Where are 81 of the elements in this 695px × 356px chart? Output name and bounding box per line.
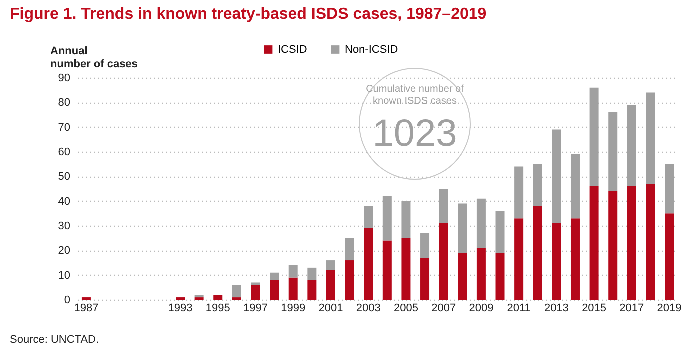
bar (251, 285, 260, 300)
bar (646, 92, 656, 184)
bar (458, 253, 468, 300)
bar (665, 214, 674, 300)
bar (458, 204, 468, 254)
bar (533, 164, 542, 206)
bar (214, 295, 223, 300)
bar (194, 295, 204, 298)
bar (232, 285, 242, 298)
x-tick-label: 1993 (168, 302, 193, 314)
x-tick-label: 1987 (74, 302, 99, 314)
x-tick-label: 1999 (281, 302, 306, 314)
bar (364, 228, 374, 300)
bar (308, 268, 317, 280)
bar (665, 164, 674, 214)
annotation: Cumulative number of known ISDS cases (365, 84, 465, 108)
bar (345, 260, 354, 300)
legend-label: ICSID (278, 44, 308, 56)
bar (288, 278, 298, 300)
x-tick-label: 1995 (206, 302, 230, 314)
bar (552, 130, 562, 224)
bar (326, 260, 336, 270)
y-tick-label: 20 (58, 245, 70, 258)
x-tick-label: 2003 (356, 302, 381, 314)
y-tick-label: 30 (58, 220, 70, 232)
x-tick-label: 2011 (507, 302, 531, 314)
bar (288, 265, 298, 278)
bar (420, 258, 430, 300)
x-tick-label: 2015 (582, 302, 607, 314)
bar (270, 272, 280, 280)
bar (608, 112, 618, 192)
y-axis-title: Annual number of cases (50, 46, 138, 70)
x-tick-label: 2007 (432, 302, 456, 314)
y-tick-label: 0 (64, 294, 70, 306)
bar (251, 282, 260, 286)
bar (420, 233, 430, 258)
bar (646, 184, 656, 300)
bar (496, 211, 505, 254)
chart-title: Figure 1. Trends in known treaty-based ISDS cases, 1987–2019 (10, 6, 487, 23)
y-tick-label: 10 (58, 270, 70, 282)
x-tick-label: 2017 (620, 302, 644, 314)
x-tick-label: 2005 (394, 302, 418, 314)
bar (326, 270, 336, 300)
source-note: Source: UNCTAD. (10, 334, 100, 346)
bar (308, 280, 317, 300)
bar (570, 218, 580, 300)
y-tick-label: 90 (58, 72, 70, 84)
bar (476, 248, 486, 300)
x-tick-label: 2013 (544, 302, 569, 314)
bar (627, 105, 636, 187)
y-tick-label: 80 (58, 97, 70, 110)
x-tick-label: 2019 (657, 302, 682, 314)
y-tick-label: 40 (58, 196, 70, 208)
bar (270, 280, 280, 300)
x-tick-label: 1997 (244, 302, 268, 314)
legend-label: Non-ICSID (345, 44, 398, 56)
bar (402, 238, 411, 300)
bar (552, 224, 562, 300)
bar (590, 186, 599, 300)
bar (382, 240, 392, 300)
y-tick-label: 60 (58, 146, 70, 158)
x-tick-label: 2001 (318, 302, 344, 314)
bar (402, 201, 411, 238)
x-tick-label: 2009 (469, 302, 494, 314)
bar (439, 189, 448, 224)
y-tick-label: 70 (58, 122, 70, 134)
bar (514, 166, 524, 219)
bar (590, 88, 599, 187)
bar (514, 218, 524, 300)
bar (533, 206, 542, 300)
bar (345, 238, 354, 261)
bar (439, 224, 448, 300)
annotation: 1023 (372, 112, 458, 156)
bar (364, 206, 374, 228)
bar (476, 198, 486, 248)
bar (608, 191, 618, 300)
bar (382, 196, 392, 241)
bar (570, 154, 580, 219)
bar (496, 253, 505, 300)
y-tick-label: 50 (58, 171, 70, 184)
bar (627, 186, 636, 300)
